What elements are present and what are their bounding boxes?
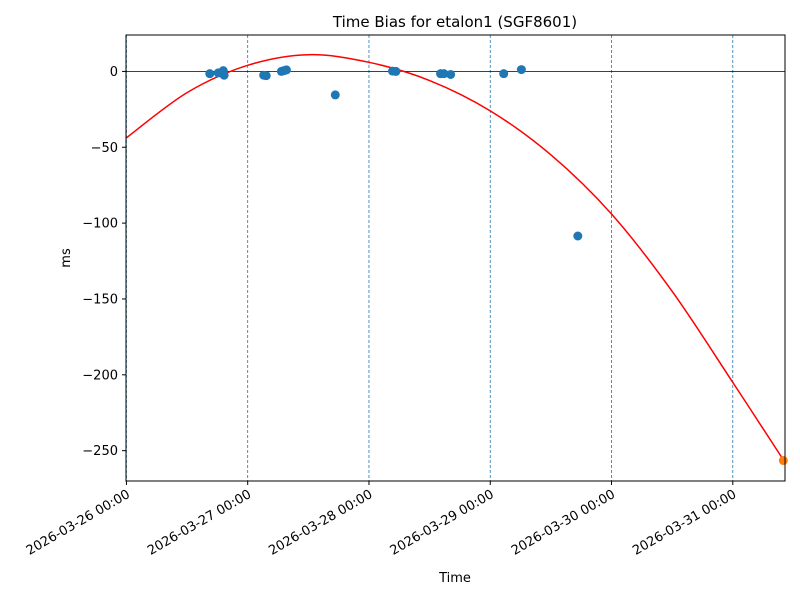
- fit-layer: [125, 53, 784, 461]
- x-tick-label: 2026-03-31 00:00: [630, 487, 739, 559]
- y-ticks: 0 −50 −100 −150 −200 −250: [82, 65, 126, 459]
- x-axis-label: Time: [438, 571, 471, 586]
- x-tick-label: 2026-03-30 00:00: [509, 487, 618, 559]
- grid-layer: [126, 35, 734, 481]
- y-axis-label: ms: [59, 248, 74, 268]
- points-layer: [205, 65, 788, 466]
- chart-title: Time Bias for etalon1 (SGF8601): [332, 13, 577, 31]
- data-point: [281, 65, 291, 75]
- x-tick-label: 2026-03-28 00:00: [266, 487, 375, 559]
- fit-curve: [125, 53, 784, 461]
- data-point: [330, 90, 340, 100]
- data-point: [573, 231, 583, 241]
- y-tick-label: −200: [82, 368, 118, 383]
- x-ticks: 2026-03-26 00:00 2026-03-27 00:00 2026-03-…: [24, 481, 739, 559]
- data-point: [439, 69, 449, 79]
- y-tick-label: −100: [82, 217, 118, 232]
- data-point: [219, 70, 229, 80]
- plot-frame: [125, 34, 786, 482]
- data-point: [391, 66, 401, 76]
- data-point: [205, 69, 215, 79]
- data-point: [446, 69, 456, 79]
- data-point: [516, 65, 526, 75]
- x-tick-label: 2026-03-27 00:00: [145, 487, 254, 559]
- data-point: [499, 69, 509, 79]
- data-point: [261, 71, 271, 81]
- prediction-point: [778, 456, 788, 466]
- y-tick-label: −150: [82, 292, 118, 307]
- y-tick-label: −250: [82, 444, 118, 459]
- x-tick-label: 2026-03-26 00:00: [24, 487, 133, 559]
- x-tick-label: 2026-03-29 00:00: [388, 487, 497, 559]
- y-tick-label: 0: [110, 65, 118, 80]
- y-tick-label: −50: [91, 141, 118, 156]
